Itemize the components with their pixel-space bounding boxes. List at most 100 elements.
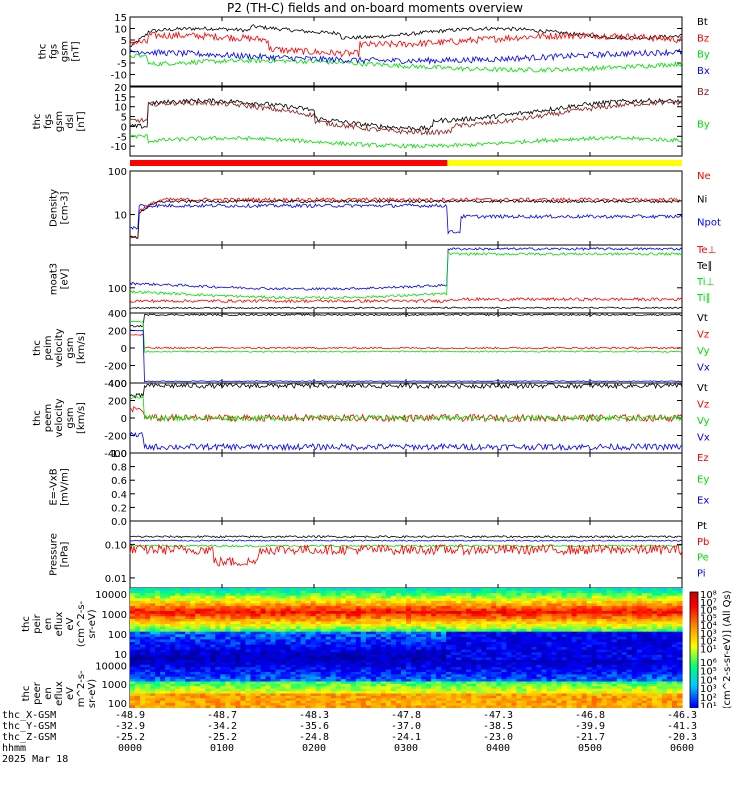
spectrogram-peir-cell: [631, 613, 638, 617]
spectrogram-peer-cell: [581, 667, 588, 671]
spectrogram-peir-cell: [591, 644, 598, 648]
spectrogram-peir-cell: [491, 621, 497, 625]
spectrogram-peir-cell: [155, 611, 161, 615]
spectrogram-peer-cell: [205, 669, 211, 673]
spectrogram-peer-cell: [145, 681, 151, 685]
spectrogram-peer-cell: [677, 669, 683, 673]
spectrogram-peir-cell: [160, 590, 166, 594]
spectrogram-peir-cell: [180, 654, 186, 659]
spectrogram-peer-cell: [551, 683, 558, 687]
spectrogram-peer-cell: [646, 660, 653, 663]
spectrogram-peir-cell: [471, 606, 477, 610]
spectrogram-peer-cell: [235, 664, 241, 668]
spectrogram-peir-cell: [355, 618, 362, 623]
spectrogram-peir-cell: [626, 642, 633, 646]
spectrogram-peer-cell: [516, 679, 522, 683]
spectrogram-peer-cell: [375, 686, 382, 690]
spectrogram-peer-cell: [150, 691, 156, 695]
spectrogram-peer-cell: [591, 688, 598, 692]
spectrogram-peer-cell: [370, 691, 377, 695]
spectrogram-peir-cell: [611, 629, 618, 633]
spectrogram-peer-cell: [501, 691, 507, 695]
spectrogram-peir-cell: [270, 631, 277, 635]
spectrogram-peir-cell: [541, 621, 548, 625]
spectrogram-peir-cell: [626, 616, 633, 620]
spectrogram-peir-cell: [601, 603, 608, 607]
spectrogram-peer-cell: [180, 674, 186, 678]
spectrogram-peir-cell: [551, 603, 558, 607]
spectrogram-peir-cell: [215, 588, 221, 592]
spectrogram-peer-cell: [160, 686, 166, 690]
spectrogram-peir-cell: [511, 611, 517, 615]
spectrogram-peir-cell: [165, 657, 171, 661]
spectrogram-peir-cell: [677, 639, 683, 643]
spectrogram-peir-cell: [380, 611, 387, 615]
spectrogram-peir-cell: [190, 657, 196, 661]
spectrogram-peir-cell: [551, 588, 558, 592]
spectrogram-peer-cell: [195, 691, 201, 695]
spectrogram-peer-cell: [401, 676, 407, 680]
spectrogram-peir-cell: [446, 621, 452, 625]
spectrogram-peir-cell: [345, 631, 352, 635]
spectrogram-peir-cell: [581, 621, 588, 625]
spectrogram-peir-cell: [481, 598, 487, 602]
spectrogram-peir-cell: [145, 631, 151, 635]
spectrogram-peir-cell: [516, 598, 522, 602]
spectrogram-peer-cell: [461, 662, 467, 666]
spectrogram-peer-cell: [546, 686, 553, 690]
legend-pressure-Pi: Pi: [697, 568, 706, 579]
spectrogram-peir-cell: [556, 631, 563, 635]
spectrogram-peir-cell: [360, 626, 367, 630]
spectrogram-peer-cell: [431, 679, 437, 683]
spectrogram-peir-cell: [606, 598, 613, 602]
spectrogram-peer-cell: [150, 662, 156, 666]
spectrogram-peir-cell: [441, 618, 447, 623]
spectrogram-peir-cell: [396, 639, 402, 643]
spectrogram-peir-cell: [491, 611, 497, 615]
spectrogram-peir-cell: [230, 636, 236, 641]
spectrogram-peir-cell: [536, 618, 543, 623]
spectrogram-peir-cell: [370, 621, 377, 625]
spectrogram-peer-cell: [335, 683, 342, 687]
spectrogram-peir-cell: [320, 629, 327, 633]
spectrogram-peer-cell: [666, 660, 673, 663]
spectrogram-peir-cell: [541, 593, 548, 597]
spectrogram-peir-cell: [275, 593, 282, 597]
spectrogram-peir-cell: [135, 613, 141, 617]
spectrogram-peir-cell: [496, 654, 502, 659]
spectrogram-peir-cell: [155, 649, 161, 653]
spectrogram-peir-cell: [501, 647, 507, 651]
spectrogram-peir-cell: [280, 613, 287, 617]
spectrogram-peir-cell: [601, 657, 608, 661]
spectrogram-peir-cell: [541, 611, 548, 615]
spectrogram-peir-cell: [345, 598, 352, 602]
spectrogram-peer-cell: [436, 686, 442, 690]
spectrogram-peir-cell: [310, 639, 317, 643]
spectrogram-peir-cell: [260, 590, 267, 594]
spectrogram-peir-cell: [215, 621, 221, 625]
spectrogram-peir-cell: [561, 631, 568, 635]
spectrogram-peer-cell: [546, 672, 553, 675]
spectrogram-peer-cell: [611, 683, 618, 687]
spectrogram-peer-cell: [295, 683, 302, 687]
spectrogram-peer-cell: [170, 676, 176, 680]
spectrogram-peir-cell: [225, 657, 231, 661]
spectrogram-peer-cell: [571, 674, 578, 678]
spectrogram-peir-cell: [672, 649, 678, 653]
spectrogram-peer-cell: [195, 662, 201, 666]
spectrogram-peer-cell: [471, 686, 477, 690]
spectrogram-peer: [130, 660, 683, 708]
spectrogram-peir-cell: [411, 649, 417, 653]
spectrogram-peer-cell: [150, 660, 156, 663]
spectrogram-peir-cell: [396, 611, 402, 615]
spectrogram-peer-cell: [456, 679, 462, 683]
spectrogram-peir-cell: [586, 652, 593, 656]
spectrogram-peer-cell: [541, 676, 548, 680]
spectrogram-peir-cell: [155, 600, 161, 605]
spectrogram-peir-cell: [325, 657, 332, 661]
spectrogram-peir-cell: [476, 588, 482, 592]
spectrogram-peir-cell: [165, 611, 171, 615]
spectrogram-peer-cell: [521, 688, 527, 692]
spectrogram-peir-cell: [350, 657, 357, 661]
spectrogram-peir-cell: [350, 639, 357, 643]
